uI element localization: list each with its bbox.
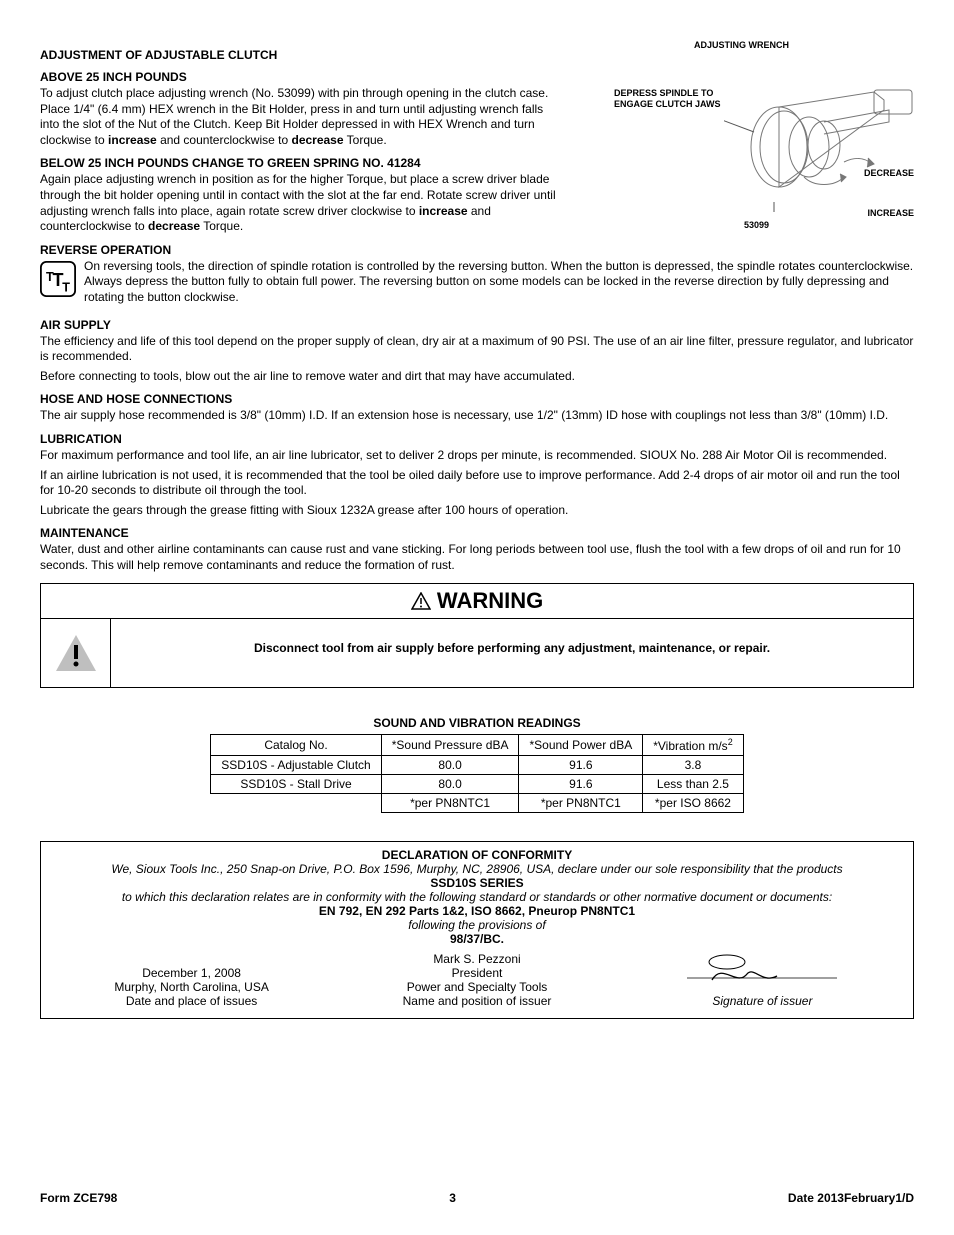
para-lub3: Lubricate the gears through the grease f… (40, 503, 914, 519)
decl-sig-label: Signature of issuer (622, 994, 903, 1008)
declaration-box: DECLARATION OF CONFORMITY We, Sioux Tool… (40, 841, 914, 1019)
para-air1: The efficiency and life of this tool dep… (40, 334, 914, 365)
decl-col-sig: Signature of issuer (622, 952, 903, 1008)
heading-reverse: REVERSE OPERATION (40, 243, 914, 257)
heading-maint: MAINTENANCE (40, 526, 914, 540)
warning-text: Disconnect tool from air supply before p… (111, 619, 913, 687)
svg-text:T: T (62, 280, 70, 294)
para-hose: The air supply hose recommended is 3/8" … (40, 408, 914, 424)
footer-form: Form ZCE798 (40, 1191, 117, 1205)
svr-row: SSD10S - Adjustable Clutch 80.0 91.6 3.8 (211, 756, 743, 775)
heading-air: AIR SUPPLY (40, 318, 914, 332)
signature-icon (682, 952, 842, 992)
warning-icon-cell (41, 619, 111, 687)
clutch-diagram: ADJUSTING WRENCH DEPRESS SPINDLE TO ENGA… (614, 40, 914, 230)
para-lub2: If an airline lubrication is not used, i… (40, 468, 914, 499)
para-reverse: On reversing tools, the direction of spi… (84, 259, 914, 306)
diagram-label-partno: 53099 (744, 220, 769, 230)
heading-lub: LUBRICATION (40, 432, 914, 446)
diagram-label-spindle: DEPRESS SPINDLE TO ENGAGE CLUTCH JAWS (614, 88, 724, 110)
svr-h3: *Vibration m/s2 (643, 735, 744, 756)
decl-col-date: December 1, 2008 Murphy, North Carolina,… (51, 966, 332, 1008)
footer-date: Date 2013February1/D (788, 1191, 914, 1205)
decl-line1: We, Sioux Tools Inc., 250 Snap-on Drive,… (51, 862, 903, 876)
decl-directive: 98/37/BC. (51, 932, 903, 946)
diagram-label-wrench: ADJUSTING WRENCH (694, 40, 789, 50)
decl-title: DECLARATION OF CONFORMITY (51, 848, 903, 862)
svr-footnote-row: *per PN8NTC1 *per PN8NTC1 *per ISO 8662 (211, 794, 743, 813)
svg-text:T: T (46, 270, 54, 284)
warning-title: WARNING (41, 584, 913, 619)
decl-standards: EN 792, EN 292 Parts 1&2, ISO 8662, Pneu… (51, 904, 903, 918)
para-below25: Again place adjusting wrench in position… (40, 172, 560, 234)
para-above25: To adjust clutch place adjusting wrench … (40, 86, 560, 148)
svr-h0: Catalog No. (211, 735, 381, 756)
decl-provisions: following the provisions of (51, 918, 903, 932)
warning-large-icon (54, 633, 98, 673)
svr-table: Catalog No. *Sound Pressure dBA *Sound P… (210, 734, 743, 813)
page-footer: Form ZCE798 3 Date 2013February1/D (40, 1191, 914, 1205)
decl-line2: to which this declaration relates are in… (51, 890, 903, 904)
svr-header-row: Catalog No. *Sound Pressure dBA *Sound P… (211, 735, 743, 756)
clutch-diagram-svg (724, 62, 914, 212)
svr-h1: *Sound Pressure dBA (381, 735, 519, 756)
svr-h2: *Sound Power dBA (519, 735, 643, 756)
decl-col-name: Mark S. Pezzoni President Power and Spec… (336, 952, 617, 1008)
footer-page: 3 (449, 1191, 456, 1205)
svr-row: SSD10S - Stall Drive 80.0 91.6 Less than… (211, 775, 743, 794)
svr-title: SOUND AND VIBRATION READINGS (40, 716, 914, 730)
para-maint: Water, dust and other airline contaminan… (40, 542, 914, 573)
heading-hose: HOSE AND HOSE CONNECTIONS (40, 392, 914, 406)
warning-triangle-icon (411, 592, 431, 610)
para-lub1: For maximum performance and tool life, a… (40, 448, 914, 464)
decl-series: SSD10S SERIES (51, 876, 903, 890)
warning-box: WARNING Disconnect tool from air supply … (40, 583, 914, 688)
para-air2: Before connecting to tools, blow out the… (40, 369, 914, 385)
reverse-icon: T T T (40, 261, 76, 297)
